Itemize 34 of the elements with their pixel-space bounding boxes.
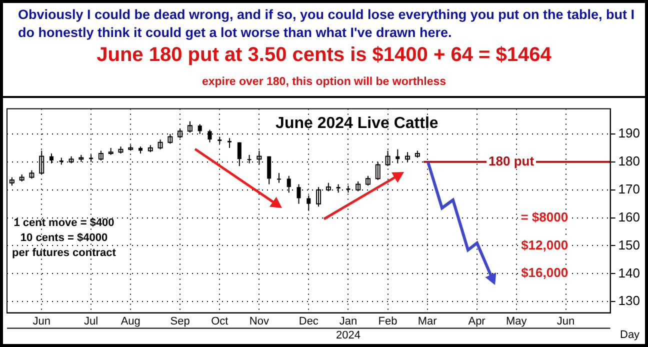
y-tick-label: 180 [618, 153, 640, 168]
chart-subtitle: June 180 put at 3.50 cents is $1400 + 64 = $1464 [96, 44, 552, 67]
y-tick-label: 140 [618, 265, 640, 280]
x-tick-label: Mar [418, 315, 438, 328]
text: expire over 180, this option will be worthless [200, 76, 448, 88]
x-tick-label: Jul [84, 315, 98, 328]
x-tick-label: Sep [170, 315, 190, 328]
y-tick-label: 160 [618, 209, 640, 224]
annotation: $12,000 [521, 237, 568, 252]
y-tick-label: 130 [618, 293, 640, 308]
annotation: 1 cent move = $400 [14, 217, 114, 230]
annotation: = $8000 [520, 209, 568, 224]
y-tick-label: 170 [618, 181, 640, 196]
candlestick [276, 173, 281, 183]
text: Day [620, 329, 640, 341]
annotation: 10 cents = $4000 [20, 232, 108, 244]
annotation: per futures contract [12, 247, 116, 260]
y-tick-label: 190 [618, 126, 640, 141]
ref-line-label: 180 put [488, 153, 535, 168]
text: 2024 [336, 329, 360, 342]
chart-title: June 2024 Live Cattle [276, 115, 438, 132]
x-tick-label: Jun [32, 315, 50, 328]
x-tick-label: Nov [249, 315, 270, 328]
x-tick-label: Jun [556, 315, 575, 328]
x-tick-label: Jan [339, 315, 358, 328]
x-tick-label: Apr [468, 315, 486, 328]
y-tick-label: 150 [618, 237, 640, 252]
annotation: $16,000 [521, 265, 568, 280]
x-tick-label: Oct [211, 315, 228, 328]
x-tick-label: May [506, 315, 528, 328]
x-tick-label: Dec [298, 315, 319, 328]
x-tick-label: Aug [120, 315, 140, 328]
x-tick-label: Feb [378, 315, 398, 328]
text: Obviously I could be dead wrong, and if so, you could lose everything you put on the table, but I do honestly think it could get a lot worse than what I've drawn here. [18, 6, 636, 42]
